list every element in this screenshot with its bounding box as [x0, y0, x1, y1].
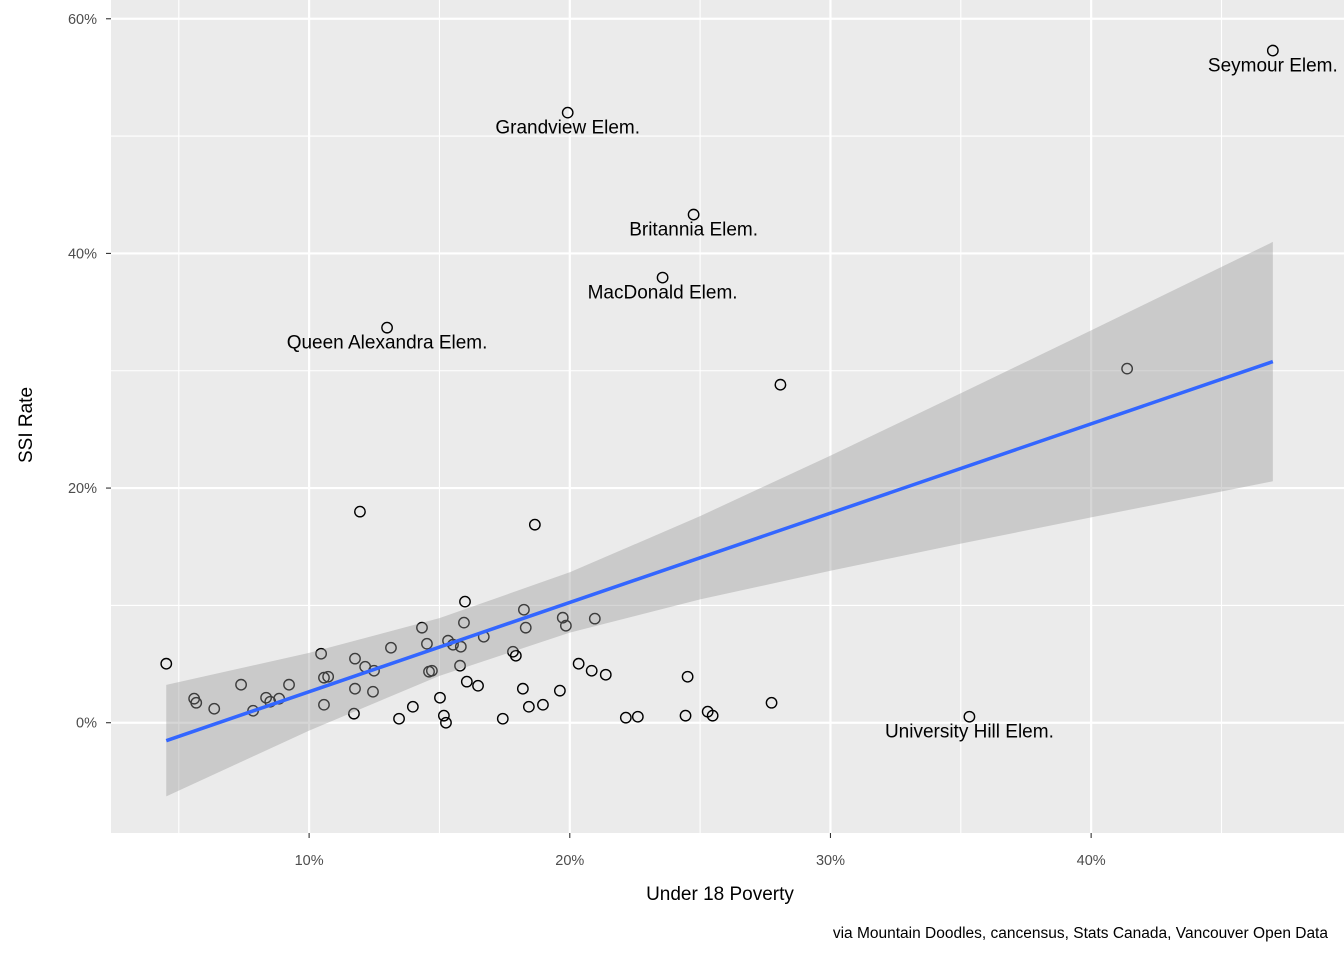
data-point: [318, 671, 330, 684]
plot-panel: [111, 0, 1344, 833]
data-point: [349, 652, 361, 665]
data-point: [440, 716, 452, 729]
data-point: [454, 659, 466, 672]
data-point: [519, 621, 532, 634]
data-point: [349, 682, 361, 695]
data-point: [656, 271, 669, 284]
data-point: [406, 700, 419, 713]
fit-line: [165, 359, 1274, 743]
data-point: [421, 637, 433, 650]
data-point: [585, 664, 598, 677]
data-point: [765, 696, 778, 709]
confidence-band: [166, 241, 1273, 797]
x-tick-label: 40%: [1077, 853, 1106, 869]
point-label: Britannia Elem.: [629, 220, 758, 241]
data-point: [458, 616, 470, 629]
axis-ticks: 10% 20% 30% 40% 0% 20% 40% 60%: [68, 12, 1106, 869]
points: [160, 44, 1279, 729]
data-point: [283, 678, 295, 691]
point-label: Grandview Elem.: [495, 118, 640, 139]
data-point: [572, 657, 585, 670]
data-point: [706, 709, 719, 722]
data-point: [472, 679, 484, 692]
data-point: [160, 657, 173, 670]
data-point: [588, 612, 601, 625]
y-tick-label: 0%: [76, 716, 97, 732]
confidence-band-area: [166, 241, 1273, 797]
data-point: [416, 621, 428, 634]
x-tick-label: 10%: [295, 853, 324, 869]
x-tick-label: 30%: [816, 853, 845, 869]
data-point: [381, 321, 393, 334]
y-axis-title: SSI Rate: [16, 387, 37, 463]
data-point: [425, 664, 438, 677]
point-labels: Seymour Elem. Grandview Elem. Britannia El…: [287, 56, 1338, 743]
data-point: [963, 710, 976, 723]
data-point: [559, 619, 572, 632]
data-point: [522, 700, 535, 713]
data-point: [434, 691, 446, 704]
data-point: [190, 696, 203, 709]
caption: via Mountain Doodles, cancensus, Stats C…: [833, 925, 1329, 942]
data-point: [599, 668, 612, 681]
data-point: [774, 378, 787, 391]
point-label: Queen Alexandra Elem.: [287, 333, 488, 354]
data-point: [208, 702, 221, 715]
data-point: [553, 684, 566, 697]
data-point: [631, 710, 644, 723]
data-point: [528, 518, 541, 531]
data-point: [260, 691, 273, 704]
point-label: University Hill Elem.: [885, 722, 1054, 743]
point-label: MacDonald Elem.: [588, 283, 738, 304]
data-point: [496, 712, 509, 725]
y-tick-label: 20%: [68, 481, 97, 497]
data-point: [687, 208, 700, 221]
data-point: [348, 707, 360, 720]
fit-line-group: [165, 359, 1274, 743]
point-label: Seymour Elem.: [1208, 56, 1338, 77]
data-point: [235, 678, 247, 691]
x-axis-title: Under 18 Poverty: [646, 884, 794, 905]
data-point: [1266, 44, 1279, 57]
data-point: [1121, 362, 1134, 375]
y-tick-label: 60%: [68, 12, 97, 28]
data-point: [322, 670, 335, 683]
data-point: [679, 709, 692, 722]
data-point: [437, 709, 450, 722]
data-point: [681, 670, 694, 683]
data-point: [367, 685, 379, 698]
data-point: [509, 649, 522, 662]
data-point: [561, 106, 574, 119]
data-point: [619, 711, 632, 724]
data-point: [537, 698, 549, 711]
data-point: [393, 712, 405, 725]
data-point: [459, 595, 471, 608]
data-point: [354, 505, 366, 518]
data-point: [318, 698, 330, 711]
gridlines: [111, 0, 1344, 833]
data-point: [518, 603, 530, 616]
data-point: [556, 611, 569, 624]
x-tick-label: 20%: [555, 853, 584, 869]
data-point: [516, 682, 529, 695]
data-point: [460, 675, 473, 688]
data-point: [315, 647, 328, 660]
data-point: [385, 641, 397, 654]
y-tick-label: 40%: [68, 246, 97, 262]
